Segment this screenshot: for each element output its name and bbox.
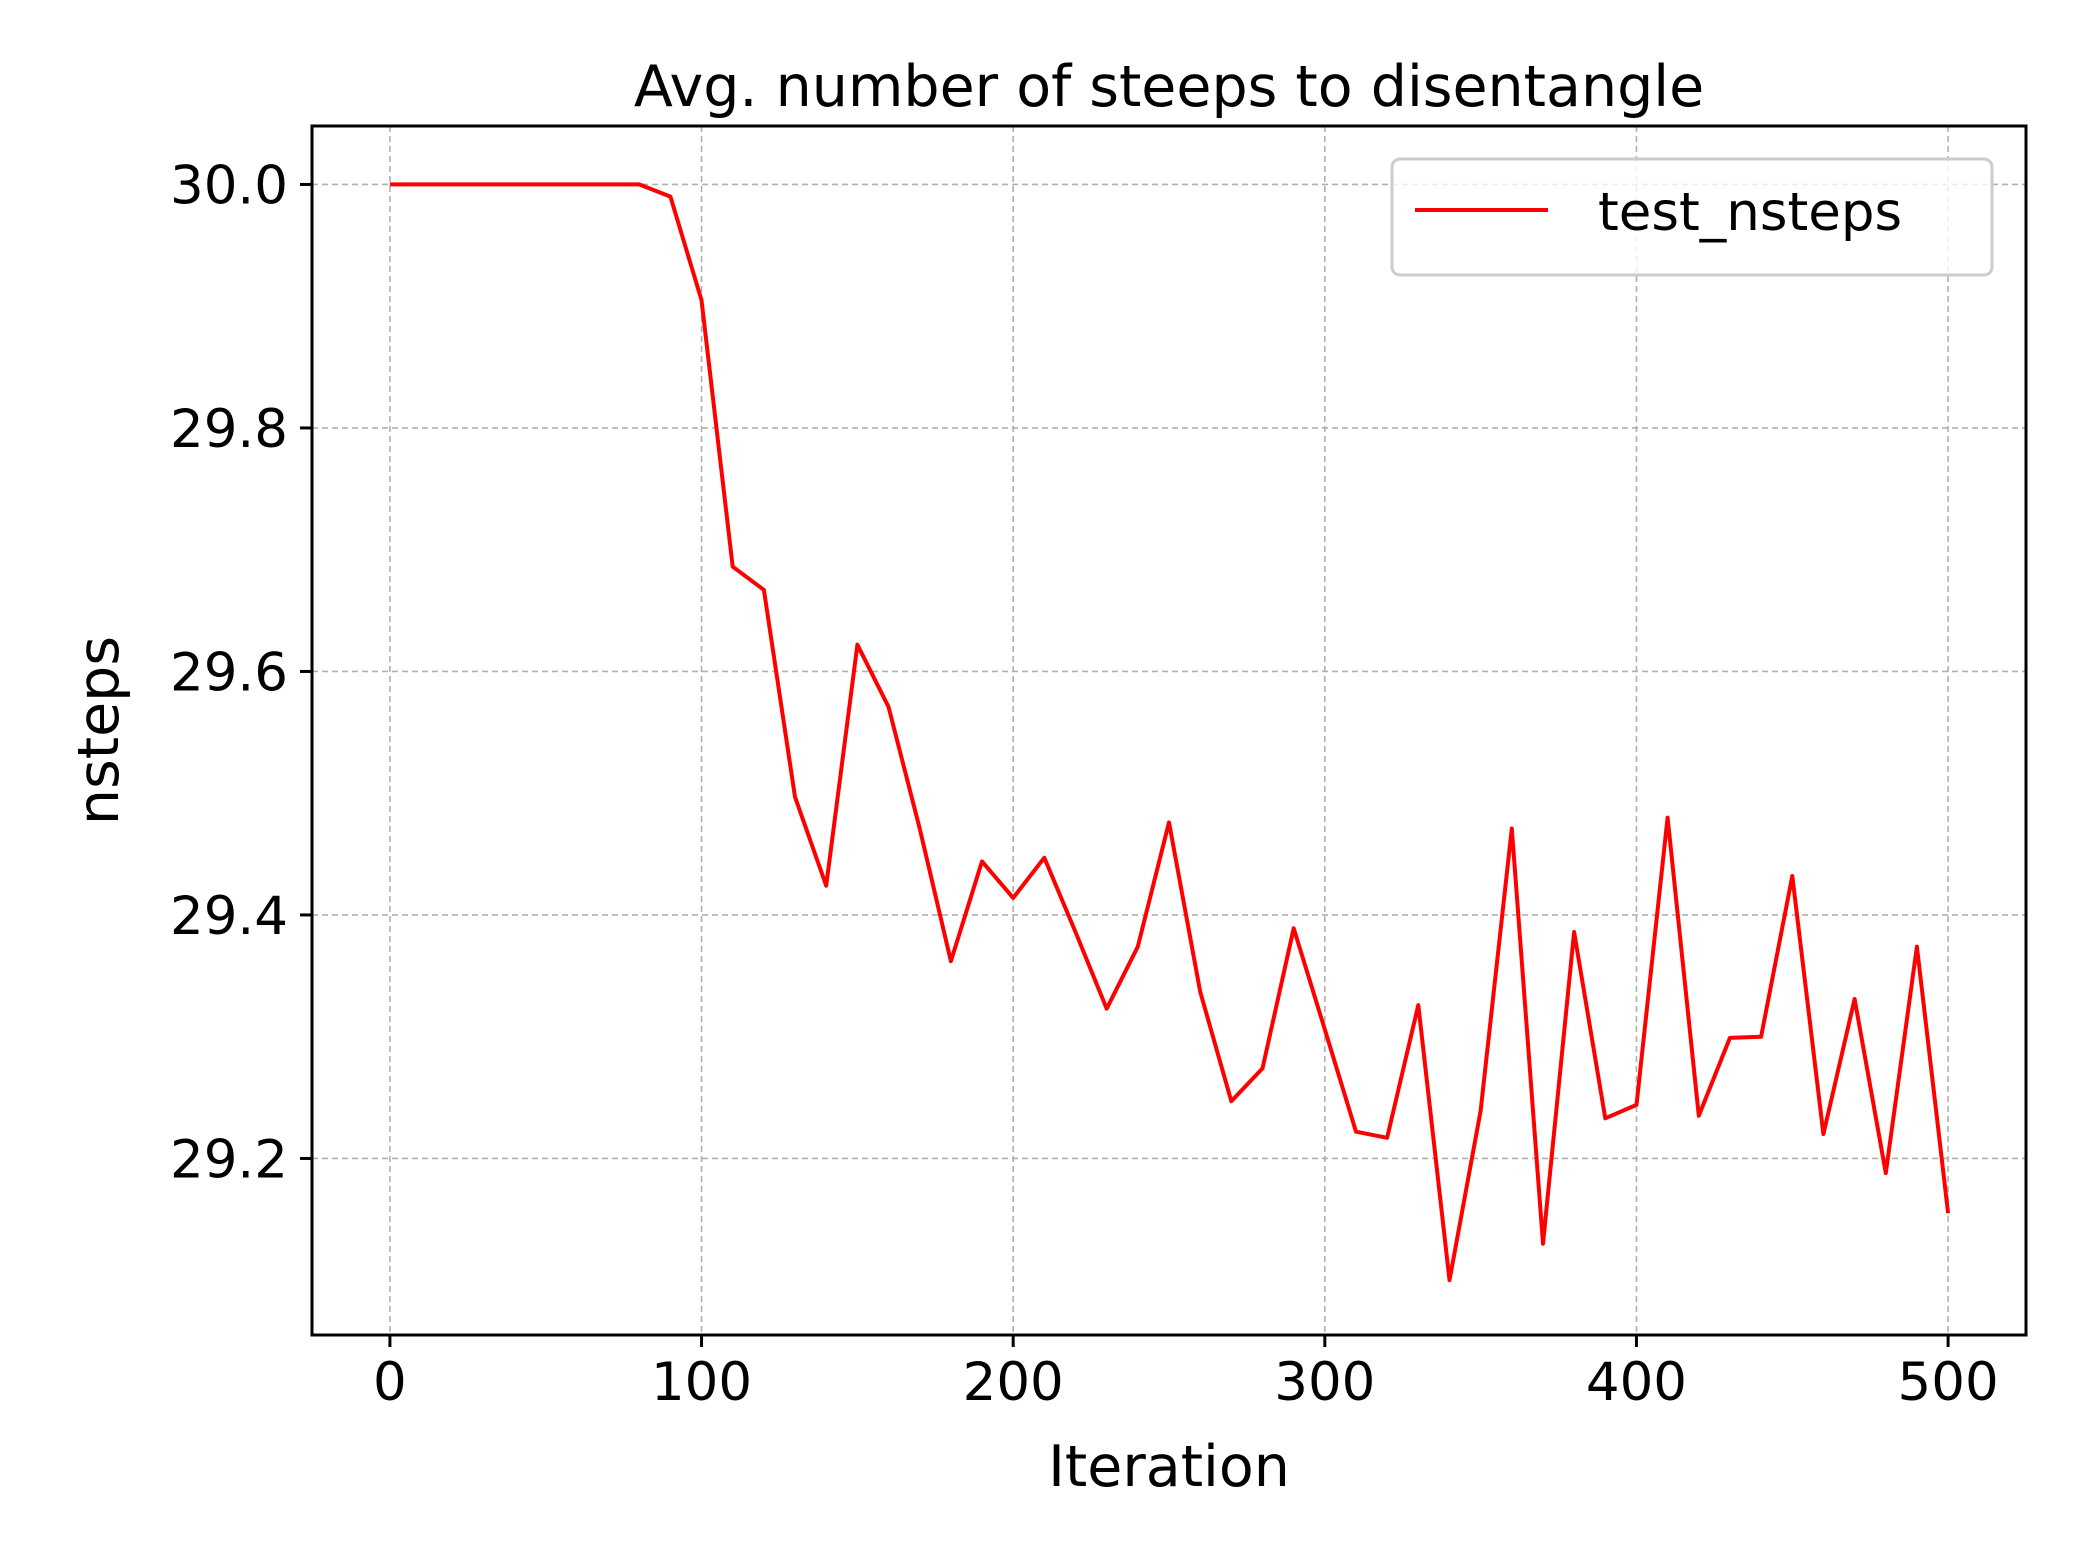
y-tick-label: 29.6	[170, 642, 288, 703]
y-axis-ticks: 29.2 29.4 29.6 29.8 30.0	[170, 155, 312, 1190]
x-tick-label: 300	[1274, 1352, 1375, 1413]
plot-frame	[310, 124, 2028, 1337]
x-tick-label: 100	[651, 1352, 752, 1413]
y-tick-label: 29.2	[170, 1129, 288, 1190]
y-tick-label: 30.0	[170, 155, 288, 216]
legend-label-test-nsteps: test_nsteps	[1598, 182, 1902, 243]
y-tick-label: 29.8	[170, 399, 288, 460]
y-axis-label: nsteps	[66, 636, 132, 825]
x-axis-ticks: 0 100 200 300 400 500	[373, 1335, 1999, 1413]
chart-title: Avg. number of steeps to disentangle	[634, 54, 1704, 120]
x-tick-label: 400	[1586, 1352, 1687, 1413]
y-tick-label: 29.4	[170, 886, 288, 947]
legend-box	[1390, 157, 1994, 277]
series-line-test-nsteps	[389, 182, 1951, 1283]
x-axis-label: Iteration	[1048, 1434, 1290, 1500]
series-layer	[389, 182, 1951, 1283]
x-tick-label: 0	[373, 1352, 407, 1413]
x-tick-label: 500	[1898, 1352, 1999, 1413]
x-tick-label: 200	[963, 1352, 1064, 1413]
legend: test_nsteps	[1390, 157, 1994, 277]
